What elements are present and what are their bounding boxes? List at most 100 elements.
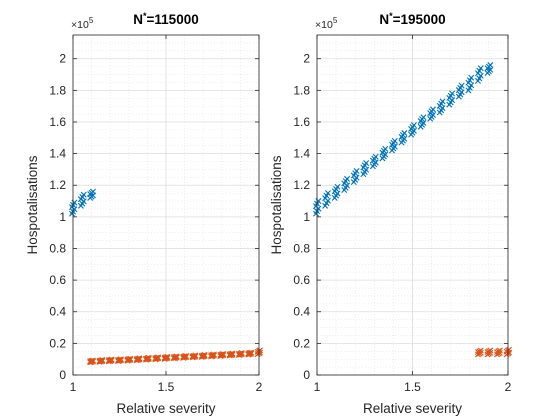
data-point: [107, 356, 114, 363]
data-point: [487, 66, 494, 73]
data-point: [477, 65, 484, 72]
data-point: [163, 354, 169, 361]
y-exponent-base: ×10: [315, 19, 333, 31]
data-point: [468, 74, 475, 81]
data-point: [363, 160, 370, 167]
data-point: [449, 90, 456, 97]
data-point: [155, 354, 162, 361]
data-point: [173, 353, 180, 360]
chart-title-value: =195000: [393, 12, 446, 27]
y-exponent-label: ×105: [71, 16, 94, 31]
y-tick-label: 2: [303, 52, 310, 66]
data-point: [420, 119, 427, 126]
y-tick-label: 1: [303, 210, 310, 224]
y-tick-label: 0.4: [49, 305, 66, 319]
x-tick-label: 1: [314, 380, 321, 394]
data-point: [401, 130, 408, 137]
y-tick-label: 0.8: [49, 241, 66, 255]
data-point: [135, 355, 142, 362]
x-tick-label: 1.5: [158, 380, 175, 394]
data-point: [117, 356, 124, 363]
data-point: [172, 353, 179, 360]
series-1: [87, 347, 263, 366]
data-point: [229, 350, 236, 357]
x-tick-label: 2: [505, 380, 512, 394]
data-point: [125, 356, 132, 363]
data-point: [248, 349, 255, 356]
data-point: [144, 355, 151, 362]
y-exponent-label: ×105: [315, 16, 338, 31]
data-point: [410, 127, 417, 134]
data-point: [382, 151, 389, 158]
data-point: [210, 351, 217, 358]
data-point: [506, 346, 512, 353]
data-point: [238, 350, 245, 357]
chart-panel-right: 1 1.5 2 0 0.2 0.4 0.6 0.8 1 1.2 1.4 1.6 1.8 2 ×105 N*=1…: [269, 11, 512, 416]
data-point: [183, 352, 189, 359]
data-point: [88, 357, 95, 364]
data-point: [420, 114, 427, 121]
x-tick-label: 1.5: [404, 380, 421, 394]
data-point: [391, 137, 398, 144]
y-tick-label: 0: [303, 368, 310, 382]
x-axis-label: Relative severity: [116, 401, 215, 416]
y-tick-label: 0.2: [49, 336, 66, 350]
data-point: [382, 145, 389, 152]
data-point: [334, 183, 341, 190]
y-tick-label: 1.8: [293, 83, 310, 97]
y-tick-label: 0: [59, 368, 66, 382]
data-point: [372, 153, 379, 160]
data-point: [410, 122, 417, 129]
data-point: [324, 190, 331, 197]
y-tick-label: 1.4: [293, 147, 310, 161]
data-point: [218, 351, 225, 358]
data-point: [430, 106, 436, 113]
y-exponent-power: 5: [333, 16, 338, 25]
data-point: [200, 352, 207, 359]
data-point: [90, 357, 96, 364]
data-point: [80, 191, 87, 198]
y-tick-label: 1.2: [293, 178, 310, 192]
data-point: [372, 159, 379, 166]
y-exponent-power: 5: [89, 16, 94, 25]
chart-title-superscript: *: [143, 11, 147, 21]
data-point: [228, 350, 235, 357]
data-point: [430, 112, 436, 119]
y-tick-label: 1: [59, 210, 66, 224]
data-point: [246, 349, 253, 356]
data-point: [487, 62, 494, 69]
x-tick-label: 1: [70, 380, 77, 394]
data-point: [116, 356, 123, 363]
data-point: [127, 355, 134, 362]
y-tick-label: 0.8: [293, 241, 310, 255]
data-point: [145, 354, 152, 361]
y-axis-label: Hospotalisations: [25, 155, 40, 254]
data-point: [209, 351, 216, 358]
y-tick-label: 1.6: [293, 115, 310, 129]
data-point: [136, 355, 143, 362]
data-point: [181, 353, 188, 360]
x-axis-label: Relative severity: [363, 401, 462, 416]
data-point: [458, 82, 465, 89]
y-exponent-base: ×10: [71, 19, 89, 31]
chart-title-prefix: N: [133, 12, 143, 27]
y-tick-label: 0.2: [293, 336, 310, 350]
y-tick-label: 0.6: [293, 273, 310, 287]
chart-title-prefix: N: [379, 12, 389, 27]
data-point: [257, 347, 263, 354]
data-point: [344, 175, 351, 182]
y-tick-label: 1.6: [49, 115, 66, 129]
data-point: [477, 347, 484, 354]
y-axis-label: Hospotalisations: [269, 155, 284, 254]
y-tick-label: 2: [59, 52, 66, 66]
x-tick-label: 2: [256, 380, 263, 394]
data-point: [237, 350, 244, 357]
data-point: [487, 347, 494, 354]
data-point: [97, 357, 104, 364]
chart-title: N*=195000: [379, 11, 445, 27]
data-point: [153, 354, 160, 361]
chart-title-superscript: *: [389, 11, 393, 21]
chart-title: N*=115000: [133, 11, 198, 27]
data-point: [439, 98, 446, 105]
